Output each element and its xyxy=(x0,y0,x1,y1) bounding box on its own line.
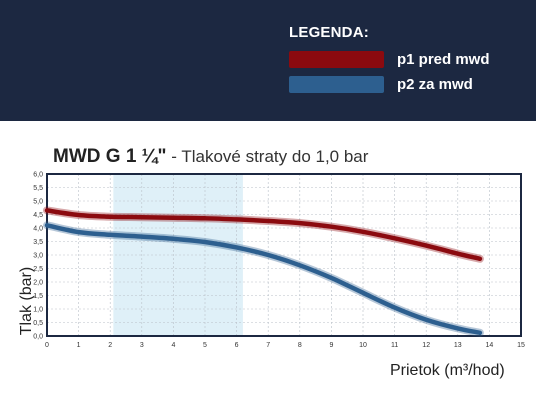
x-tick-label: 2 xyxy=(108,342,112,349)
x-tick-label: 4 xyxy=(171,342,175,349)
legend-panel: LEGENDA: p1 pred mwd p2 za mwd xyxy=(0,0,536,121)
y-tick-label: 3,0 xyxy=(33,253,43,260)
x-tick-label: 13 xyxy=(454,342,462,349)
x-tick-label: 0 xyxy=(45,342,49,349)
legend-swatch-p2 xyxy=(289,76,384,93)
x-axis-title: Prietok (m³/hod) xyxy=(390,362,505,379)
x-tick-label: 14 xyxy=(486,342,494,349)
x-tick-label: 10 xyxy=(359,342,367,349)
legend-label-p2: p2 za mwd xyxy=(397,76,473,93)
chart-title: MWD G 1 ¼" - Tlakové straty do 1,0 bar xyxy=(53,146,368,168)
legend-title: LEGENDA: xyxy=(289,24,369,41)
y-tick-label: 4,0 xyxy=(33,226,43,233)
x-tick-label: 5 xyxy=(203,342,207,349)
y-tick-label: 2,5 xyxy=(33,266,43,273)
x-tick-label: 7 xyxy=(266,342,270,349)
y-tick-label: 0,5 xyxy=(33,320,43,327)
y-tick-label: 1,0 xyxy=(33,307,43,314)
highlight-band xyxy=(113,174,243,336)
x-tick-label: 3 xyxy=(140,342,144,349)
y-tick-label: 4,5 xyxy=(33,212,43,219)
y-tick-label: 2,0 xyxy=(33,280,43,287)
x-tick-label: 6 xyxy=(235,342,239,349)
chart-title-model: MWD G 1 ¼" xyxy=(53,146,167,167)
legend-swatch-p1 xyxy=(289,51,384,68)
series-line-1 xyxy=(44,208,483,262)
x-tick-label: 9 xyxy=(329,342,333,349)
x-tick-label: 12 xyxy=(422,342,430,349)
x-tick-label: 11 xyxy=(391,342,398,349)
y-tick-label: 3,5 xyxy=(33,239,43,246)
legend-label-p1: p1 pred mwd xyxy=(397,51,490,68)
y-tick-label: 6,0 xyxy=(33,172,43,179)
y-tick-label: 5,5 xyxy=(33,185,43,192)
y-tick-label: 1,5 xyxy=(33,293,43,300)
x-tick-label: 15 xyxy=(517,342,525,349)
chart-title-subtitle: - Tlakové straty do 1,0 bar xyxy=(166,147,369,166)
y-tick-label: 0,0 xyxy=(33,334,43,341)
y-tick-label: 5,0 xyxy=(33,199,43,206)
x-tick-label: 8 xyxy=(298,342,302,349)
y-axis-title: Tlak (bar) xyxy=(18,266,35,336)
x-tick-label: 1 xyxy=(77,342,81,349)
series-line-2 xyxy=(44,223,483,336)
plot-frame xyxy=(46,173,522,337)
